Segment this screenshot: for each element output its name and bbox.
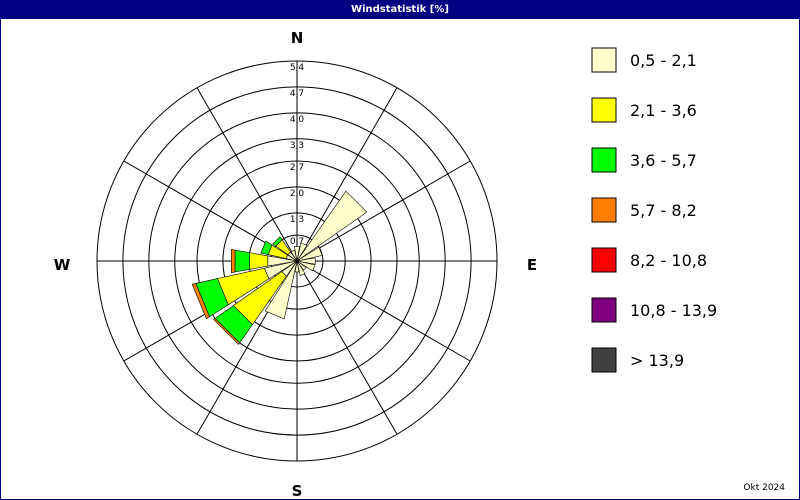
compass-label-S: S — [292, 482, 303, 499]
wind-rose-chart: 0,7 1,3 2,0 2,7 3,3 4,0 4,7 5,4 N E S W 0,5 - 2,1 2… — [54, 29, 717, 499]
legend-label: > 13,9 — [630, 351, 684, 370]
legend-swatch — [591, 47, 617, 73]
wind-bar-W-1 — [249, 252, 269, 270]
wind-bar-W-2 — [234, 249, 250, 273]
radial-tick-label: 0,7 — [290, 237, 304, 247]
radial-tick-label: 4,0 — [290, 115, 305, 125]
radial-tick-label: 2,7 — [290, 163, 304, 173]
wind-rose-bars — [191, 190, 368, 345]
wind-bar-SSE-0 — [296, 260, 306, 276]
grid-spoke — [296, 87, 398, 262]
period-label: Okt 2024 — [743, 483, 785, 493]
wind-bar-W-3 — [231, 249, 236, 273]
compass-label-W: W — [54, 256, 71, 274]
wind-bar-NE-0 — [296, 190, 368, 262]
grid-spoke — [296, 160, 471, 262]
wind-bar-SSW-0 — [264, 260, 298, 320]
grid-spoke — [296, 260, 398, 435]
legend-swatch — [591, 347, 617, 373]
wind-bar-NW-2 — [272, 236, 283, 247]
radial-tick-labels: 0,7 1,3 2,0 2,7 3,3 4,0 4,7 5,4 — [290, 63, 305, 247]
wind-bar-E-0 — [296, 257, 316, 265]
grid-spoke — [196, 87, 298, 262]
radial-tick-label: 5,4 — [290, 63, 305, 73]
compass-labels: N E S W — [54, 29, 537, 499]
wind-bar-WSW-3 — [191, 283, 210, 320]
compass-label-E: E — [527, 256, 537, 274]
wind-bar-WNW-2 — [260, 240, 273, 255]
legend-label: 8,2 - 10,8 — [630, 251, 707, 270]
wind-bar-NNE-0 — [296, 242, 308, 262]
wind-bar-SW-3 — [213, 318, 240, 345]
legend-label: 10,8 - 13,9 — [630, 301, 717, 320]
wind-bar-N-0 — [294, 246, 300, 262]
legend-label: 5,7 - 8,2 — [630, 201, 697, 220]
legend-label: 0,5 - 2,1 — [630, 51, 697, 70]
wind-bar-ENE-0 — [296, 246, 323, 262]
legend-swatch — [591, 97, 617, 123]
radial-tick-label: 3,3 — [290, 141, 304, 151]
legend-swatch — [591, 247, 617, 273]
legend-swatch — [591, 147, 617, 173]
window-title: Windstatistik [%] — [1, 1, 799, 19]
legend-label: 2,1 - 3,6 — [630, 101, 697, 120]
legend: 0,5 - 2,1 2,1 - 3,6 3,6 - 5,7 5,7 - 8,2 8,2 … — [591, 47, 717, 373]
compass-label-N: N — [291, 29, 304, 47]
grid-spoke — [296, 260, 471, 362]
radial-tick-label: 2,0 — [290, 189, 305, 199]
angular-grid — [97, 61, 497, 461]
legend-swatch — [591, 197, 617, 223]
legend-swatch — [591, 297, 617, 323]
radial-tick-label: 4,7 — [290, 89, 304, 99]
wind-bar-NNW-0 — [290, 249, 298, 262]
legend-label: 3,6 - 5,7 — [630, 151, 697, 170]
radial-tick-label: 1,3 — [290, 215, 304, 225]
wind-bar-ESE-0 — [296, 260, 316, 272]
